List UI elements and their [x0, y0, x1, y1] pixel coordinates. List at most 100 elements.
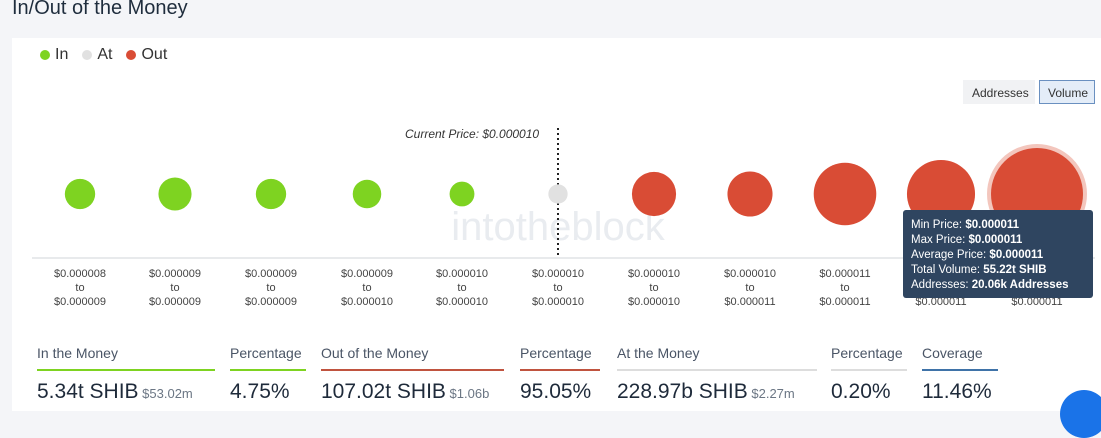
x-tick-label: $0.000008 to $0.000009: [35, 267, 125, 309]
legend-dot-at: [82, 50, 93, 60]
bubble-out[interactable]: [631, 171, 677, 217]
tick-to: $0.000010: [532, 296, 584, 308]
tick-to: $0.000009: [149, 296, 201, 308]
x-tick-label: $0.000009 to $0.000010: [322, 267, 412, 309]
legend-label-in: In: [55, 46, 69, 63]
tick-from: $0.000011: [819, 268, 871, 280]
tooltip-max-value: $0.000011: [968, 234, 1023, 246]
stat-value: 107.02t SHIB $1.06b: [321, 380, 489, 404]
tick-from: $0.000008: [54, 268, 106, 280]
stat-value: 4.75%: [230, 380, 290, 404]
tick-to: $0.000011: [915, 296, 967, 308]
tooltip-min-value: $0.000011: [965, 219, 1020, 231]
x-tick-label: $0.000009 to $0.000009: [130, 267, 220, 309]
x-tick-label: $0.000011 to $0.000011: [800, 267, 890, 309]
stat-usd-value: $53.02m: [138, 386, 193, 401]
legend-label-at: At: [97, 46, 113, 63]
tick-to: $0.000010: [628, 296, 680, 308]
tick-to: $0.000011: [724, 296, 776, 308]
bubble-out[interactable]: [813, 162, 877, 226]
tick-to-word: to: [840, 282, 850, 294]
legend-item-out[interactable]: Out: [126, 46, 167, 64]
stat-underline: [37, 369, 215, 371]
bubble-out[interactable]: [727, 171, 773, 217]
tick-to-word: to: [170, 282, 180, 294]
tooltip-volume-value: 55.22t SHIB: [983, 264, 1047, 276]
bubble-in[interactable]: [64, 178, 96, 210]
tooltip-addresses-label: Addresses:: [911, 279, 969, 291]
legend-item-at[interactable]: At: [82, 46, 112, 64]
tick-to-word: to: [457, 282, 467, 294]
stat-label: Percentage: [831, 345, 903, 361]
legend: In At Out: [40, 46, 167, 64]
stat-label: At the Money: [617, 345, 700, 361]
tooltip-min-label: Min Price:: [911, 219, 963, 231]
tick-to: $0.000009: [245, 296, 297, 308]
stat-usd-value: $2.27m: [747, 386, 795, 401]
x-tick-label: $0.000010 to $0.000011: [705, 267, 795, 309]
bubble-at[interactable]: [548, 184, 568, 204]
tick-from: $0.000009: [149, 268, 201, 280]
legend-label-out: Out: [141, 46, 168, 63]
stat-value-text: 0.20%: [831, 380, 891, 403]
tick-to-word: to: [745, 282, 755, 294]
tick-to: $0.000011: [819, 296, 871, 308]
stat-label: Percentage: [520, 345, 592, 361]
tick-to-word: to: [649, 282, 659, 294]
x-tick-label: $0.000009 to $0.000009: [226, 267, 316, 309]
volume-toggle-button[interactable]: Volume: [1039, 80, 1095, 104]
tick-to-word: to: [362, 282, 372, 294]
tick-to: $0.000009: [54, 296, 106, 308]
tick-from: $0.000009: [341, 268, 393, 280]
legend-item-in[interactable]: In: [40, 46, 68, 64]
bubble-in[interactable]: [158, 177, 192, 211]
bubble-tooltip: Min Price: $0.000011 Max Price: $0.00001…: [903, 210, 1093, 298]
stat-value: 228.97b SHIB $2.27m: [617, 380, 795, 404]
tick-from: $0.000010: [436, 268, 488, 280]
x-tick-label: $0.000010 to $0.000010: [513, 267, 603, 309]
x-tick-label: $0.000010 to $0.000010: [609, 267, 699, 309]
stat-label: Out of the Money: [321, 345, 429, 361]
tick-to: $0.000011: [1011, 296, 1063, 308]
stat-value-text: 228.97b SHIB: [617, 380, 748, 403]
stat-underline: [321, 369, 504, 371]
tooltip-max-label: Max Price:: [911, 234, 966, 246]
bubble-in[interactable]: [352, 179, 382, 209]
stat-usd-value: $1.06b: [445, 386, 490, 401]
tick-to: $0.000010: [341, 296, 393, 308]
bubble-in[interactable]: [449, 181, 475, 207]
bubble-in[interactable]: [255, 178, 287, 210]
stat-value-text: 107.02t SHIB: [321, 380, 446, 403]
current-price-label: Current Price: $0.000010: [405, 127, 540, 141]
stat-underline: [520, 369, 600, 371]
stat-value-text: 4.75%: [230, 380, 290, 403]
tick-from: $0.000009: [245, 268, 297, 280]
stat-value: 95.05%: [520, 380, 591, 404]
stat-label: In the Money: [37, 345, 118, 361]
stat-underline: [617, 369, 817, 371]
tick-to-word: to: [553, 282, 563, 294]
addresses-toggle-button[interactable]: Addresses: [963, 80, 1035, 104]
stat-value: 11.46%: [922, 380, 992, 404]
tooltip-avg-label: Average Price:: [911, 249, 987, 261]
stat-label: Percentage: [230, 345, 302, 361]
tooltip-addresses-value: 20.06k Addresses: [971, 279, 1069, 291]
x-tick-label: $0.000010 to $0.000010: [417, 267, 507, 309]
stat-underline: [922, 369, 998, 371]
tick-to-word: to: [266, 282, 276, 294]
stat-value-text: 95.05%: [520, 380, 592, 403]
legend-dot-out: [126, 50, 137, 60]
stat-value-text: 11.46%: [922, 380, 992, 403]
stat-underline: [831, 369, 907, 371]
tooltip-avg-value: $0.000011: [989, 249, 1044, 261]
stat-value: 0.20%: [831, 380, 891, 404]
tick-from: $0.000010: [628, 268, 680, 280]
chat-button[interactable]: [1060, 390, 1101, 438]
tooltip-volume-label: Total Volume:: [911, 264, 981, 276]
stat-value-text: 5.34t SHIB: [37, 380, 139, 403]
tick-to: $0.000010: [436, 296, 488, 308]
tick-from: $0.000010: [724, 268, 776, 280]
tick-to-word: to: [75, 282, 85, 294]
tick-from: $0.000010: [532, 268, 584, 280]
stat-underline: [230, 369, 306, 371]
